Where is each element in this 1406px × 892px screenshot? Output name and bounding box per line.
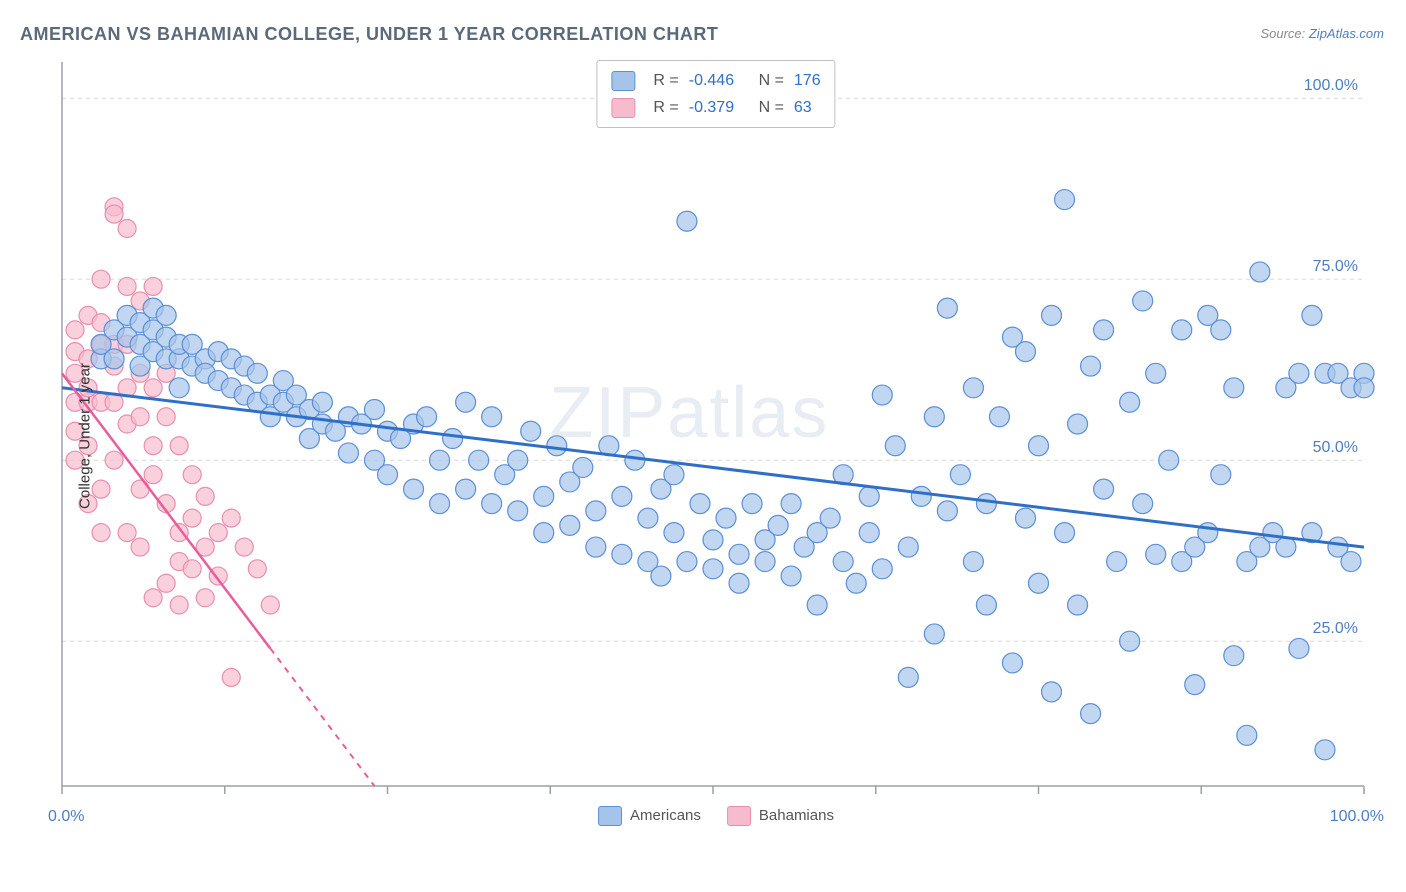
n-value-americans: 176 (794, 67, 821, 94)
n-label: N = (759, 94, 784, 121)
stats-row-americans: R = -0.446 N = 176 (611, 67, 820, 94)
svg-text:50.0%: 50.0% (1313, 439, 1358, 456)
scatter-chart: 25.0% 50.0% 75.0% 100.0% (48, 56, 1384, 816)
svg-text:25.0%: 25.0% (1313, 620, 1358, 637)
n-value-bahamians: 63 (794, 94, 812, 121)
legend-swatch-americans (598, 806, 622, 826)
r-value-bahamians: -0.379 (689, 94, 734, 121)
legend-bottom: Americans Bahamians (598, 806, 834, 826)
r-label: R = (653, 67, 678, 94)
source-label: Source: (1260, 26, 1308, 41)
r-value-americans: -0.446 (689, 67, 734, 94)
stats-row-bahamians: R = -0.379 N = 63 (611, 94, 820, 121)
source-attribution: Source: ZipAtlas.com (1260, 26, 1384, 41)
legend-item-americans: Americans (598, 806, 701, 826)
stats-swatch-bahamians (611, 98, 635, 118)
stats-swatch-americans (611, 71, 635, 91)
r-label: R = (653, 94, 678, 121)
chart-container: College, Under 1 year 25.0% 50.0% 75.0% 100… (48, 56, 1384, 816)
legend-swatch-bahamians (727, 806, 751, 826)
source-value: ZipAtlas.com (1309, 26, 1384, 41)
svg-text:100.0%: 100.0% (1304, 77, 1358, 94)
x-max-label: 100.0% (1330, 808, 1384, 826)
svg-text:75.0%: 75.0% (1313, 258, 1358, 275)
stats-legend-box: R = -0.446 N = 176 R = -0.379 N = 63 (596, 60, 835, 128)
legend-label-americans: Americans (630, 807, 701, 824)
y-axis-label: College, Under 1 year (76, 363, 93, 509)
legend-label-bahamians: Bahamians (759, 807, 834, 824)
x-min-label: 0.0% (48, 808, 84, 826)
legend-item-bahamians: Bahamians (727, 806, 834, 826)
chart-title: AMERICAN VS BAHAMIAN COLLEGE, UNDER 1 YE… (20, 24, 718, 45)
n-label: N = (759, 67, 784, 94)
